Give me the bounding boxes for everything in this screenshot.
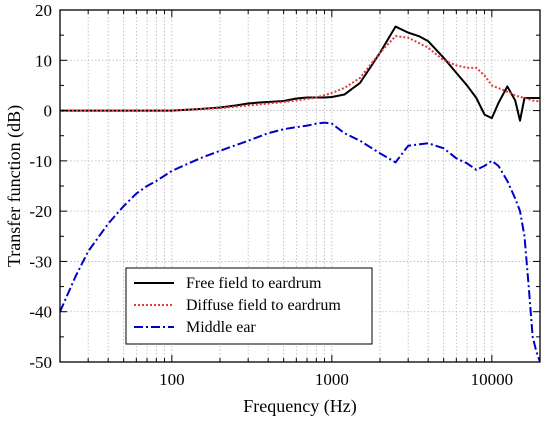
y-tick-label: -50 bbox=[29, 353, 52, 372]
y-tick-label: -30 bbox=[29, 252, 52, 271]
x-axis-title: Frequency (Hz) bbox=[243, 396, 356, 417]
series-line-2 bbox=[60, 35, 540, 112]
legend-label: Free field to eardrum bbox=[186, 275, 322, 292]
y-tick-label: 20 bbox=[35, 1, 52, 20]
legend-box bbox=[125, 267, 373, 345]
y-tick-label: 0 bbox=[44, 102, 53, 121]
x-tick-label: 10000 bbox=[471, 370, 514, 389]
series-line-3 bbox=[60, 121, 540, 362]
x-tick-label: 100 bbox=[159, 370, 185, 389]
tick-labels: 100 1000 10000 -50 -40 -30 -20 -10 0 10 20 bbox=[29, 1, 513, 389]
y-tick-label: 10 bbox=[35, 51, 52, 70]
y-tick-label: -40 bbox=[29, 303, 52, 322]
series-line-1 bbox=[60, 25, 540, 122]
legend: Free field to eardrum Diffuse field to ea… bbox=[125, 267, 373, 345]
y-tick-label: -10 bbox=[29, 152, 52, 171]
y-axis-title: Transfer function (dB) bbox=[4, 105, 25, 267]
legend-label: Middle ear bbox=[186, 319, 256, 336]
legend-label: Diffuse field to eardrum bbox=[186, 297, 341, 314]
series-lines bbox=[60, 25, 540, 362]
ticks bbox=[60, 9, 540, 363]
y-tick-label: -20 bbox=[29, 202, 52, 221]
x-tick-label: 1000 bbox=[315, 370, 349, 389]
